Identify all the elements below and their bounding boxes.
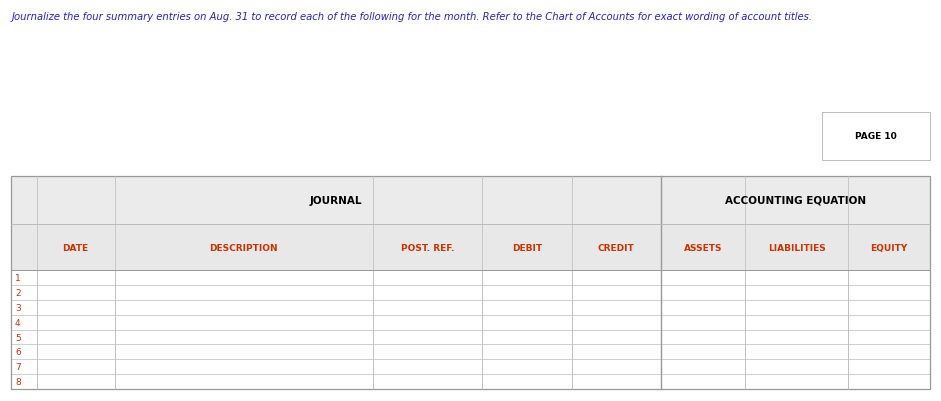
FancyBboxPatch shape <box>482 344 571 359</box>
FancyBboxPatch shape <box>115 271 373 286</box>
FancyBboxPatch shape <box>11 286 37 300</box>
FancyBboxPatch shape <box>662 300 745 315</box>
Text: PAGE 10: PAGE 10 <box>855 132 897 141</box>
Text: Journalize the four summary entries on Aug. 31 to record each of the following f: Journalize the four summary entries on A… <box>11 12 812 22</box>
FancyBboxPatch shape <box>373 374 482 389</box>
Text: 5: 5 <box>15 333 21 342</box>
FancyBboxPatch shape <box>571 344 662 359</box>
FancyBboxPatch shape <box>115 315 373 330</box>
FancyBboxPatch shape <box>662 330 745 344</box>
FancyBboxPatch shape <box>571 286 662 300</box>
FancyBboxPatch shape <box>482 374 571 389</box>
FancyBboxPatch shape <box>571 300 662 315</box>
FancyBboxPatch shape <box>11 225 930 271</box>
Text: LIABILITIES: LIABILITIES <box>768 243 825 252</box>
FancyBboxPatch shape <box>37 374 115 389</box>
FancyBboxPatch shape <box>745 374 848 389</box>
Text: CREDIT: CREDIT <box>598 243 634 252</box>
FancyBboxPatch shape <box>373 330 482 344</box>
Text: EQUITY: EQUITY <box>870 243 907 252</box>
FancyBboxPatch shape <box>848 359 930 374</box>
FancyBboxPatch shape <box>373 359 482 374</box>
FancyBboxPatch shape <box>373 315 482 330</box>
Text: DEBIT: DEBIT <box>512 243 542 252</box>
FancyBboxPatch shape <box>848 330 930 344</box>
FancyBboxPatch shape <box>115 330 373 344</box>
FancyBboxPatch shape <box>115 300 373 315</box>
FancyBboxPatch shape <box>37 359 115 374</box>
Text: 1: 1 <box>15 273 21 283</box>
FancyBboxPatch shape <box>482 359 571 374</box>
FancyBboxPatch shape <box>373 271 482 286</box>
FancyBboxPatch shape <box>571 271 662 286</box>
FancyBboxPatch shape <box>37 300 115 315</box>
Text: 4: 4 <box>15 318 21 327</box>
Text: ACCOUNTING EQUATION: ACCOUNTING EQUATION <box>725 196 866 205</box>
FancyBboxPatch shape <box>662 374 745 389</box>
FancyBboxPatch shape <box>37 344 115 359</box>
FancyBboxPatch shape <box>482 300 571 315</box>
FancyBboxPatch shape <box>373 286 482 300</box>
FancyBboxPatch shape <box>571 359 662 374</box>
Text: DATE: DATE <box>62 243 88 252</box>
FancyBboxPatch shape <box>11 315 37 330</box>
FancyBboxPatch shape <box>745 359 848 374</box>
FancyBboxPatch shape <box>662 286 745 300</box>
FancyBboxPatch shape <box>662 359 745 374</box>
FancyBboxPatch shape <box>848 271 930 286</box>
FancyBboxPatch shape <box>482 330 571 344</box>
FancyBboxPatch shape <box>11 176 662 225</box>
FancyBboxPatch shape <box>662 176 930 225</box>
Text: 2: 2 <box>15 288 21 298</box>
FancyBboxPatch shape <box>373 344 482 359</box>
Text: 8: 8 <box>15 377 21 386</box>
FancyBboxPatch shape <box>662 344 745 359</box>
FancyBboxPatch shape <box>745 330 848 344</box>
FancyBboxPatch shape <box>115 359 373 374</box>
Text: 6: 6 <box>15 348 21 356</box>
FancyBboxPatch shape <box>571 330 662 344</box>
FancyBboxPatch shape <box>745 286 848 300</box>
FancyBboxPatch shape <box>848 286 930 300</box>
FancyBboxPatch shape <box>482 271 571 286</box>
FancyBboxPatch shape <box>37 271 115 286</box>
FancyBboxPatch shape <box>37 315 115 330</box>
FancyBboxPatch shape <box>37 286 115 300</box>
Text: JOURNAL: JOURNAL <box>310 196 362 205</box>
FancyBboxPatch shape <box>745 344 848 359</box>
FancyBboxPatch shape <box>482 315 571 330</box>
FancyBboxPatch shape <box>37 330 115 344</box>
FancyBboxPatch shape <box>571 315 662 330</box>
FancyBboxPatch shape <box>848 315 930 330</box>
FancyBboxPatch shape <box>11 271 37 286</box>
FancyBboxPatch shape <box>115 286 373 300</box>
FancyBboxPatch shape <box>662 315 745 330</box>
FancyBboxPatch shape <box>115 374 373 389</box>
Text: DESCRIPTION: DESCRIPTION <box>210 243 279 252</box>
FancyBboxPatch shape <box>848 344 930 359</box>
FancyBboxPatch shape <box>373 300 482 315</box>
FancyBboxPatch shape <box>482 286 571 300</box>
FancyBboxPatch shape <box>115 344 373 359</box>
FancyBboxPatch shape <box>662 271 745 286</box>
FancyBboxPatch shape <box>11 374 37 389</box>
Text: 3: 3 <box>15 303 21 312</box>
FancyBboxPatch shape <box>11 330 37 344</box>
Text: POST. REF.: POST. REF. <box>401 243 455 252</box>
Text: ASSETS: ASSETS <box>684 243 723 252</box>
FancyBboxPatch shape <box>11 344 37 359</box>
FancyBboxPatch shape <box>822 112 930 160</box>
FancyBboxPatch shape <box>745 315 848 330</box>
FancyBboxPatch shape <box>848 300 930 315</box>
FancyBboxPatch shape <box>745 300 848 315</box>
FancyBboxPatch shape <box>571 374 662 389</box>
Text: 7: 7 <box>15 362 21 371</box>
FancyBboxPatch shape <box>848 374 930 389</box>
FancyBboxPatch shape <box>11 359 37 374</box>
FancyBboxPatch shape <box>11 300 37 315</box>
FancyBboxPatch shape <box>745 271 848 286</box>
